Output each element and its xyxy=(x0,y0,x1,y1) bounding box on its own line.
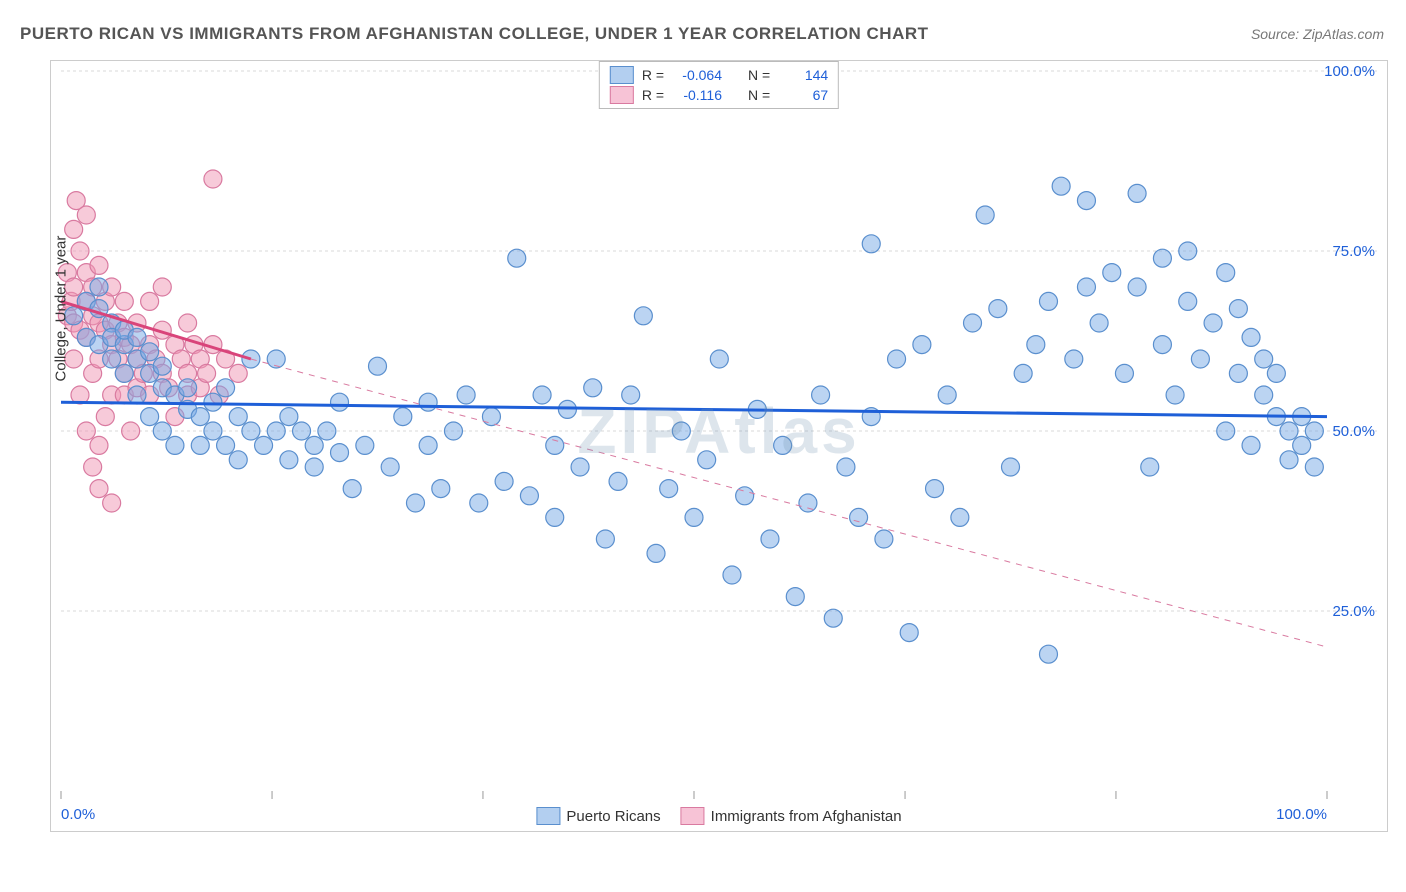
swatch-series-2 xyxy=(610,86,634,104)
chart-title: PUERTO RICAN VS IMMIGRANTS FROM AFGHANIS… xyxy=(20,24,929,44)
legend-item-1: Puerto Ricans xyxy=(536,807,660,825)
swatch-series-2-bottom xyxy=(681,807,705,825)
legend-label-2: Immigrants from Afghanistan xyxy=(711,808,902,825)
stats-row-series-1: R = -0.064 N = 144 xyxy=(610,66,828,84)
svg-text:25.0%: 25.0% xyxy=(1332,603,1375,620)
swatch-series-1-bottom xyxy=(536,807,560,825)
legend-label-1: Puerto Ricans xyxy=(566,808,660,825)
legend-item-2: Immigrants from Afghanistan xyxy=(681,807,902,825)
r-value-2: -0.116 xyxy=(672,87,722,103)
svg-text:75.0%: 75.0% xyxy=(1332,243,1375,260)
r-value-1: -0.064 xyxy=(672,67,722,83)
correlation-stats-legend: R = -0.064 N = 144 R = -0.116 N = 67 xyxy=(599,61,839,109)
r-label: R = xyxy=(642,87,664,103)
n-value-2: 67 xyxy=(778,87,828,103)
scatter-chart-svg: 25.0% 50.0% 75.0% 100.0% 0.0% 100.0% xyxy=(51,61,1387,831)
r-label: R = xyxy=(642,67,664,83)
svg-text:0.0%: 0.0% xyxy=(61,806,95,823)
y-axis-label: College, Under 1 year xyxy=(53,236,70,382)
n-label: N = xyxy=(748,87,770,103)
source-attribution: Source: ZipAtlas.com xyxy=(1251,26,1384,42)
svg-text:100.0%: 100.0% xyxy=(1276,806,1327,823)
n-label: N = xyxy=(748,67,770,83)
stats-row-series-2: R = -0.116 N = 67 xyxy=(610,86,828,104)
svg-text:50.0%: 50.0% xyxy=(1332,423,1375,440)
svg-text:100.0%: 100.0% xyxy=(1324,63,1375,80)
chart-plot-area: 25.0%50.0%75.0%100.0%0.0%100.0% ZIPAtlas… xyxy=(50,60,1388,832)
n-value-1: 144 xyxy=(778,67,828,83)
series-legend: Puerto Ricans Immigrants from Afghanista… xyxy=(530,805,907,827)
swatch-series-1 xyxy=(610,66,634,84)
